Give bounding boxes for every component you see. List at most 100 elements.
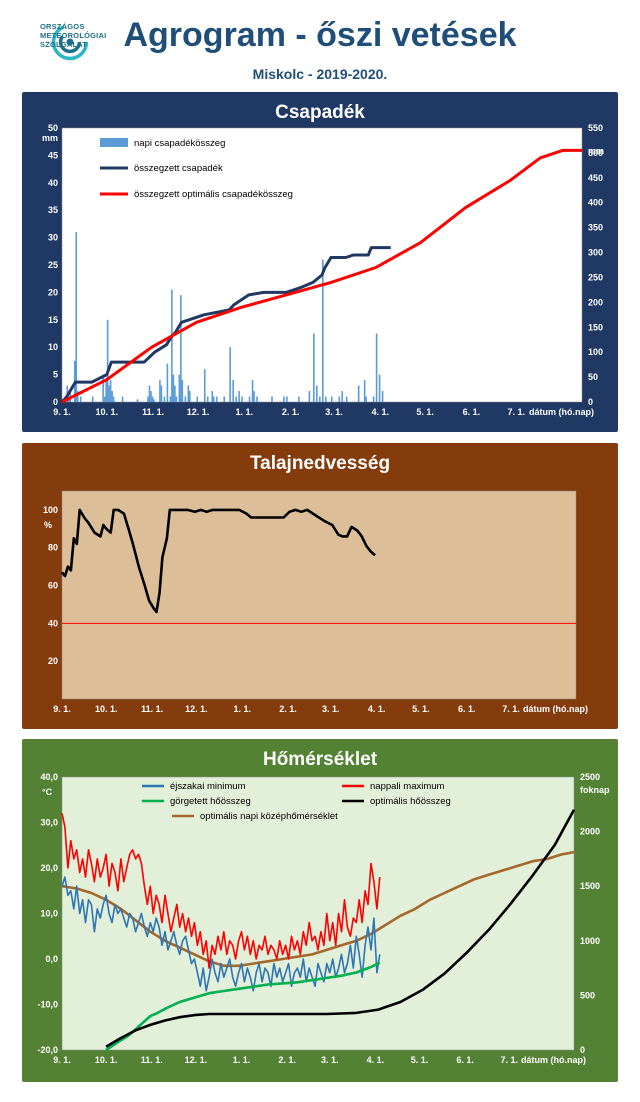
precip-bar — [357, 385, 360, 402]
y-tick-label: 30 — [48, 233, 58, 243]
precip-bar — [319, 396, 321, 402]
precip-bar — [375, 333, 378, 402]
x-tick-label: 9. 1. — [53, 704, 71, 714]
y2-tick-label: 1000 — [580, 936, 600, 946]
temperature-chart: 9. 1. 10. 1. 11. 1. 12. 1. 1. 1. 2. 1. 3. 1. 4.… — [37, 772, 610, 1065]
precip-bar — [91, 396, 94, 402]
y2-axis-unit: foknap — [580, 785, 610, 795]
precip-bar — [256, 396, 258, 402]
x-tick-label: 5. 1. — [412, 704, 430, 714]
legend-label-optimal-temp: optimális napi középhőmérséklet — [200, 811, 338, 822]
precip-bar — [229, 347, 231, 402]
y2-tick-label: 450 — [588, 173, 603, 183]
precip-bar — [105, 380, 107, 402]
x-tick-label: 4. 1. — [372, 407, 390, 417]
precip-bar — [178, 374, 181, 402]
x-tick-label: 2. 1. — [279, 704, 297, 714]
x-tick-label: 4. 1. — [368, 704, 386, 714]
precip-bar — [75, 232, 78, 402]
optimal-temp-line — [61, 850, 575, 968]
x-tick-label: 4. 1. — [367, 1055, 385, 1065]
precip-bar — [212, 396, 215, 402]
precip-bar — [166, 363, 169, 402]
x-axis-label: dátum (hó.nap) — [521, 1055, 586, 1065]
precip-bar — [106, 319, 109, 402]
y-tick-label: 50 — [48, 123, 58, 133]
precip-bar — [103, 396, 106, 402]
x-tick-label: 2. 1. — [278, 1055, 296, 1065]
soil-moisture-title: Talajnedvesség — [249, 453, 391, 474]
precip-bar — [330, 396, 333, 402]
precip-bar — [251, 380, 254, 402]
precip-bar — [172, 374, 175, 402]
y-tick-label: 10,0 — [40, 909, 58, 919]
precip-bar — [171, 289, 173, 402]
x-tick-label: 7. 1. — [501, 1055, 519, 1065]
cumulative-precip-line — [60, 246, 391, 404]
optimal-gdd-line — [105, 809, 576, 1048]
precip-bar — [365, 396, 367, 402]
precip-bar — [175, 396, 178, 402]
y-tick-label: 40,0 — [40, 772, 58, 782]
y-tick-label: -10,0 — [37, 1000, 58, 1010]
y2-tick-label: 1500 — [580, 881, 600, 891]
x-tick-label: 12. 1. — [187, 407, 210, 417]
precip-bar — [363, 380, 366, 402]
precipitation-title: Csapadék — [275, 102, 365, 123]
x-tick-label: 6. 1. — [456, 1055, 474, 1065]
tmin-line — [61, 876, 381, 992]
soil-moisture-chart: 9. 1. 10. 1. 11. 1. 12. 1. 1. 1. 2. 1. 3. 1. 4.… — [43, 490, 588, 714]
precip-bar — [147, 396, 149, 402]
x-tick-label: 7. 1. — [507, 407, 525, 417]
y2-tick-label: 2000 — [580, 827, 600, 837]
precip-bar — [184, 396, 187, 402]
y-tick-label: 25 — [48, 260, 58, 270]
x-tick-label: 1. 1. — [233, 1055, 251, 1065]
y-tick-label: 60 — [48, 581, 58, 591]
precipitation-chart: 9. 1. 10. 1. 11. 1. 12. 1. 1. 1. 2. 1. 3. 1. 4.… — [42, 123, 604, 417]
x-tick-label: 5. 1. — [416, 407, 434, 417]
precipitation-panel: Csapadék 9. 1. 10. 1. 11. 1. 12. 1. 1. 1. 2. … — [22, 92, 618, 432]
x-tick-label: 2. 1. — [282, 407, 300, 417]
plot-area — [61, 776, 575, 1051]
precip-bar — [76, 391, 79, 402]
precip-bar — [163, 396, 166, 402]
precip-bar — [308, 391, 311, 402]
x-tick-label: 11. 1. — [141, 1055, 163, 1065]
y2-tick-label: 400 — [588, 198, 603, 208]
precip-bar — [121, 396, 124, 402]
y-tick-label: 100 — [43, 505, 58, 515]
y-tick-label: 45 — [48, 150, 58, 160]
precip-bar — [286, 396, 288, 402]
y2-tick-label: 100 — [588, 347, 603, 357]
precip-bar — [271, 396, 273, 402]
legend-label-tmax: nappali maximum — [370, 781, 445, 792]
page-title: Agrogram - őszi vetések — [123, 16, 517, 54]
y-tick-label: 20,0 — [40, 863, 58, 873]
precip-bar — [248, 396, 251, 402]
y2-axis-unit: mm — [588, 146, 604, 156]
legend-label-tmin: éjszakai minimum — [170, 781, 246, 792]
x-tick-label: 9. 1. — [53, 1055, 71, 1065]
x-axis-label: dátum (hó.nap) — [529, 407, 594, 417]
org-name: ORSZÁGOS METEOROLÓGIAI SZOLGÁLAT — [40, 22, 107, 49]
precip-bar — [223, 396, 225, 402]
precip-bar — [253, 391, 255, 402]
y2-tick-label: 200 — [588, 297, 603, 307]
temperature-title: Hőmérséklet — [262, 749, 378, 770]
y2-tick-label: 0 — [588, 397, 593, 407]
precip-bar — [232, 380, 234, 402]
precip-bar — [79, 396, 82, 402]
precip-bar — [316, 385, 318, 402]
legend-label-optimal: összegzett optimális csapadékösszeg — [134, 189, 293, 200]
y-tick-label: -20,0 — [37, 1045, 58, 1055]
omsz-logo — [51, 23, 89, 61]
optimal-precip-line — [61, 148, 582, 404]
y2-tick-label: 500 — [588, 148, 603, 158]
x-tick-label: 3. 1. — [321, 1055, 339, 1065]
precip-bar — [381, 391, 384, 402]
y2-tick-label: 250 — [588, 272, 603, 282]
precip-bar — [241, 396, 243, 402]
precip-bar — [338, 396, 341, 402]
gdd-line — [105, 961, 381, 1052]
